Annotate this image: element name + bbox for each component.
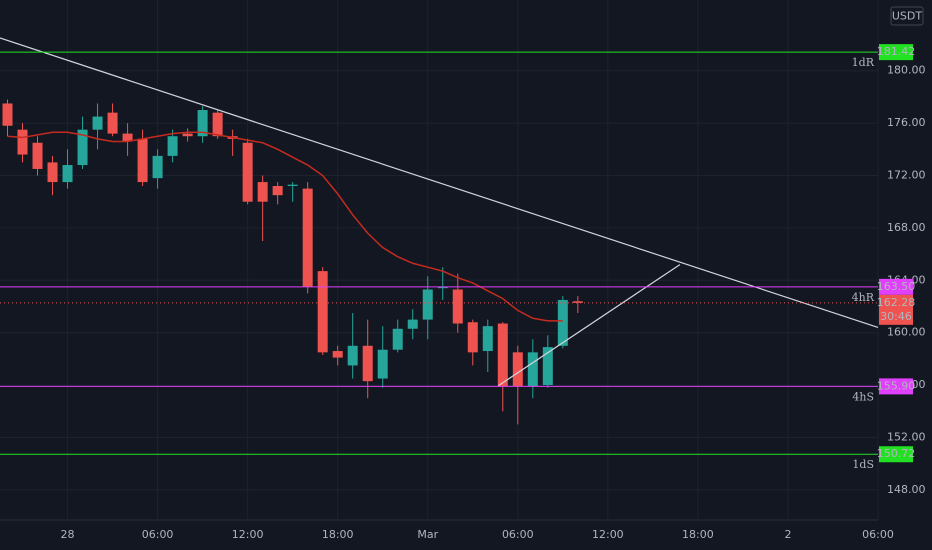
last-price: 162.28	[877, 296, 916, 309]
candle-body	[92, 116, 103, 130]
candle-body	[452, 289, 463, 324]
candle-body	[437, 286, 448, 289]
candle-body	[332, 351, 343, 358]
candle-body	[77, 129, 88, 166]
candle-body	[347, 345, 358, 366]
last-price-tag	[879, 294, 913, 325]
level-price: 163.50	[877, 280, 916, 293]
candle-body	[2, 103, 13, 126]
currency: USDT	[892, 10, 923, 23]
x-tick-label: Mar	[417, 528, 438, 541]
candle-body	[182, 133, 193, 137]
candle-body	[242, 142, 253, 202]
x-tick-label: 18:00	[682, 528, 714, 541]
y-tick-label: 152.00	[887, 430, 926, 443]
x-tick-label: 28	[61, 528, 75, 541]
candle-body	[377, 349, 388, 379]
moving-average	[7, 131, 563, 322]
candle-body	[287, 184, 298, 186]
x-tick-label: 06:00	[502, 528, 534, 541]
level-price-tag	[879, 446, 913, 463]
y-tick-label: 176.00	[887, 116, 926, 129]
level-tag: 1dS	[852, 458, 874, 471]
x-tick-label: 12:00	[232, 528, 264, 541]
candle-body	[317, 271, 328, 353]
candle-body	[197, 110, 208, 137]
x-tick-label: 18:00	[322, 528, 354, 541]
candle-body	[212, 112, 223, 137]
level-price-tag	[879, 278, 913, 295]
candle-body	[152, 155, 163, 179]
countdown: 30:46	[880, 310, 912, 323]
candle-body	[512, 352, 523, 387]
candle-body	[467, 322, 478, 353]
candle-body	[17, 129, 28, 155]
candle-body	[572, 301, 583, 303]
candle-body	[122, 133, 133, 142]
candle-body	[362, 345, 373, 382]
x-tick-label: 2	[784, 528, 791, 541]
y-tick-label: 172.00	[887, 169, 926, 182]
trendline	[0, 37, 879, 329]
level-price-tag	[879, 378, 913, 395]
y-tick-label: 180.00	[887, 64, 926, 77]
level-tag: 4hR	[852, 291, 875, 304]
candle-body	[407, 319, 418, 329]
candle-body	[257, 182, 268, 202]
candle-body	[497, 323, 508, 387]
x-tick-label: 06:00	[142, 528, 174, 541]
currency-box	[890, 6, 924, 26]
x-tick-label: 06:00	[862, 528, 894, 541]
candle-body	[47, 162, 58, 183]
level-price: 181.42	[877, 45, 916, 58]
candle-body	[527, 352, 538, 387]
level-tag: 1dR	[852, 56, 875, 69]
candle-body	[62, 165, 73, 183]
candle-body	[32, 142, 43, 169]
candle-body	[137, 138, 148, 183]
candle-body	[542, 347, 553, 386]
candle-body	[422, 289, 433, 320]
candle-body	[272, 185, 283, 196]
y-tick-label: 160.00	[887, 326, 926, 339]
candle-body	[557, 299, 568, 346]
candle-body	[392, 328, 403, 350]
candle-body	[302, 188, 313, 287]
level-price: 150.72	[877, 447, 916, 460]
candle-body	[167, 136, 178, 156]
level-price: 155.90	[877, 379, 916, 392]
x-tick-label: 12:00	[592, 528, 624, 541]
candle-body	[482, 326, 493, 352]
level-price-tag	[879, 44, 913, 61]
y-tick-label: 168.00	[887, 221, 926, 234]
y-tick-label: 148.00	[887, 483, 926, 496]
candle-body	[107, 112, 118, 134]
trendline	[497, 264, 681, 387]
level-tag: 4hS	[852, 390, 874, 403]
